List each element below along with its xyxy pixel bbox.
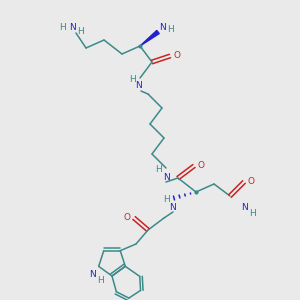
- Text: O: O: [124, 214, 130, 223]
- Text: N: N: [160, 22, 167, 32]
- Text: N: N: [163, 172, 170, 182]
- Text: N: N: [89, 270, 96, 279]
- Text: H: H: [129, 76, 135, 85]
- Text: H: H: [163, 196, 170, 205]
- Text: H: H: [168, 26, 174, 34]
- Text: H: H: [60, 22, 66, 32]
- Text: N: N: [169, 202, 176, 211]
- Text: O: O: [248, 178, 254, 187]
- Text: H: H: [76, 28, 83, 37]
- Text: O: O: [197, 161, 205, 170]
- Text: H: H: [97, 276, 104, 285]
- Text: O: O: [173, 52, 181, 61]
- Text: H: H: [154, 166, 161, 175]
- Text: H: H: [249, 209, 255, 218]
- Polygon shape: [140, 30, 159, 46]
- Text: N: N: [69, 22, 75, 32]
- Text: N: N: [241, 203, 248, 212]
- Text: N: N: [136, 82, 142, 91]
